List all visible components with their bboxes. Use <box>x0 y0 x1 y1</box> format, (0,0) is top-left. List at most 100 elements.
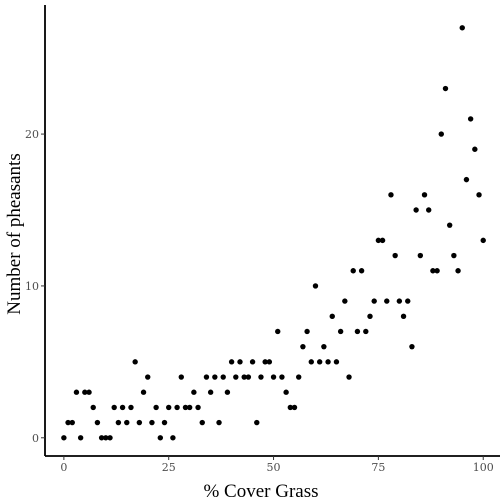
data-point <box>149 419 155 426</box>
x-tick-label: 75 <box>371 461 385 474</box>
data-point <box>442 85 449 92</box>
data-point <box>350 268 356 274</box>
data-point <box>430 268 436 274</box>
data-point <box>467 116 474 122</box>
data-point <box>98 435 105 441</box>
data-point <box>451 252 457 259</box>
x-tick-label: 50 <box>267 461 281 474</box>
data-point <box>480 237 486 244</box>
data-point <box>291 404 298 411</box>
data-point <box>329 313 335 319</box>
data-point <box>321 343 327 350</box>
data-point <box>304 328 310 335</box>
data-point <box>279 374 285 380</box>
data-point <box>337 328 344 335</box>
data-point <box>191 389 197 395</box>
x-axis-ticks: 0 25 50 75 100 <box>60 456 494 474</box>
data-point <box>400 313 407 319</box>
data-point <box>254 419 260 426</box>
data-point <box>413 207 419 213</box>
data-point <box>195 404 201 411</box>
data-point <box>392 252 398 259</box>
data-point <box>275 328 281 335</box>
data-point <box>459 25 465 31</box>
data-point <box>434 268 440 274</box>
data-point <box>182 404 189 411</box>
data-point <box>77 435 84 441</box>
data-point <box>363 328 369 335</box>
data-point <box>446 222 453 228</box>
data-point <box>316 359 323 365</box>
data-point <box>228 359 235 365</box>
data-point <box>69 419 75 426</box>
data-point <box>199 419 205 426</box>
data-point <box>417 252 424 259</box>
data-point <box>270 374 277 380</box>
data-point <box>224 389 231 395</box>
data-point <box>358 268 365 274</box>
data-point <box>174 404 180 411</box>
data-point <box>61 435 67 441</box>
data-point <box>82 389 88 395</box>
data-point <box>119 404 126 411</box>
data-point <box>426 207 432 213</box>
data-point <box>65 419 71 426</box>
data-point <box>375 237 382 244</box>
y-tick-label: 10 <box>25 280 39 293</box>
data-point <box>107 435 113 441</box>
data-point <box>161 419 168 426</box>
data-point <box>237 359 243 365</box>
data-point <box>207 389 214 395</box>
x-tick-label: 100 <box>473 461 494 474</box>
data-point <box>249 359 256 365</box>
data-point <box>325 359 331 365</box>
data-point <box>312 283 319 289</box>
data-point <box>266 359 273 365</box>
data-point <box>140 389 147 395</box>
data-point <box>94 419 101 426</box>
x-axis-title: % Cover Grass <box>203 481 318 502</box>
y-axis-title: Number of pheasants <box>4 153 25 314</box>
data-points <box>61 25 486 441</box>
data-point <box>111 404 117 411</box>
data-point <box>166 404 172 411</box>
data-point <box>203 374 210 380</box>
data-point <box>333 359 340 365</box>
data-point <box>308 359 314 365</box>
data-point <box>384 298 390 304</box>
data-point <box>367 313 373 319</box>
data-point <box>463 176 470 183</box>
data-point <box>103 435 109 441</box>
data-point <box>300 343 306 350</box>
data-point <box>73 389 80 395</box>
data-point <box>212 374 218 380</box>
data-point <box>178 374 184 380</box>
data-point <box>283 389 289 395</box>
data-point <box>476 192 482 198</box>
y-tick-label: 20 <box>25 128 39 141</box>
data-point <box>342 298 348 304</box>
data-point <box>388 192 394 198</box>
data-point <box>157 435 164 441</box>
y-axis-ticks: 0 10 20 <box>25 128 45 445</box>
data-point <box>170 435 176 441</box>
data-point <box>124 419 130 426</box>
data-point <box>405 298 411 304</box>
data-point <box>115 419 122 426</box>
data-point <box>241 374 247 380</box>
data-point <box>186 404 193 411</box>
data-point <box>296 374 302 380</box>
data-point <box>145 374 151 380</box>
data-point <box>86 389 92 395</box>
data-point <box>472 146 478 152</box>
data-point <box>438 131 444 137</box>
data-point <box>258 374 264 380</box>
data-point <box>128 404 134 411</box>
x-tick-label: 0 <box>60 461 67 474</box>
data-point <box>233 374 239 380</box>
data-point <box>287 404 294 411</box>
data-point <box>346 374 352 380</box>
data-point <box>220 374 226 380</box>
data-point <box>455 268 461 274</box>
data-point <box>371 298 377 304</box>
